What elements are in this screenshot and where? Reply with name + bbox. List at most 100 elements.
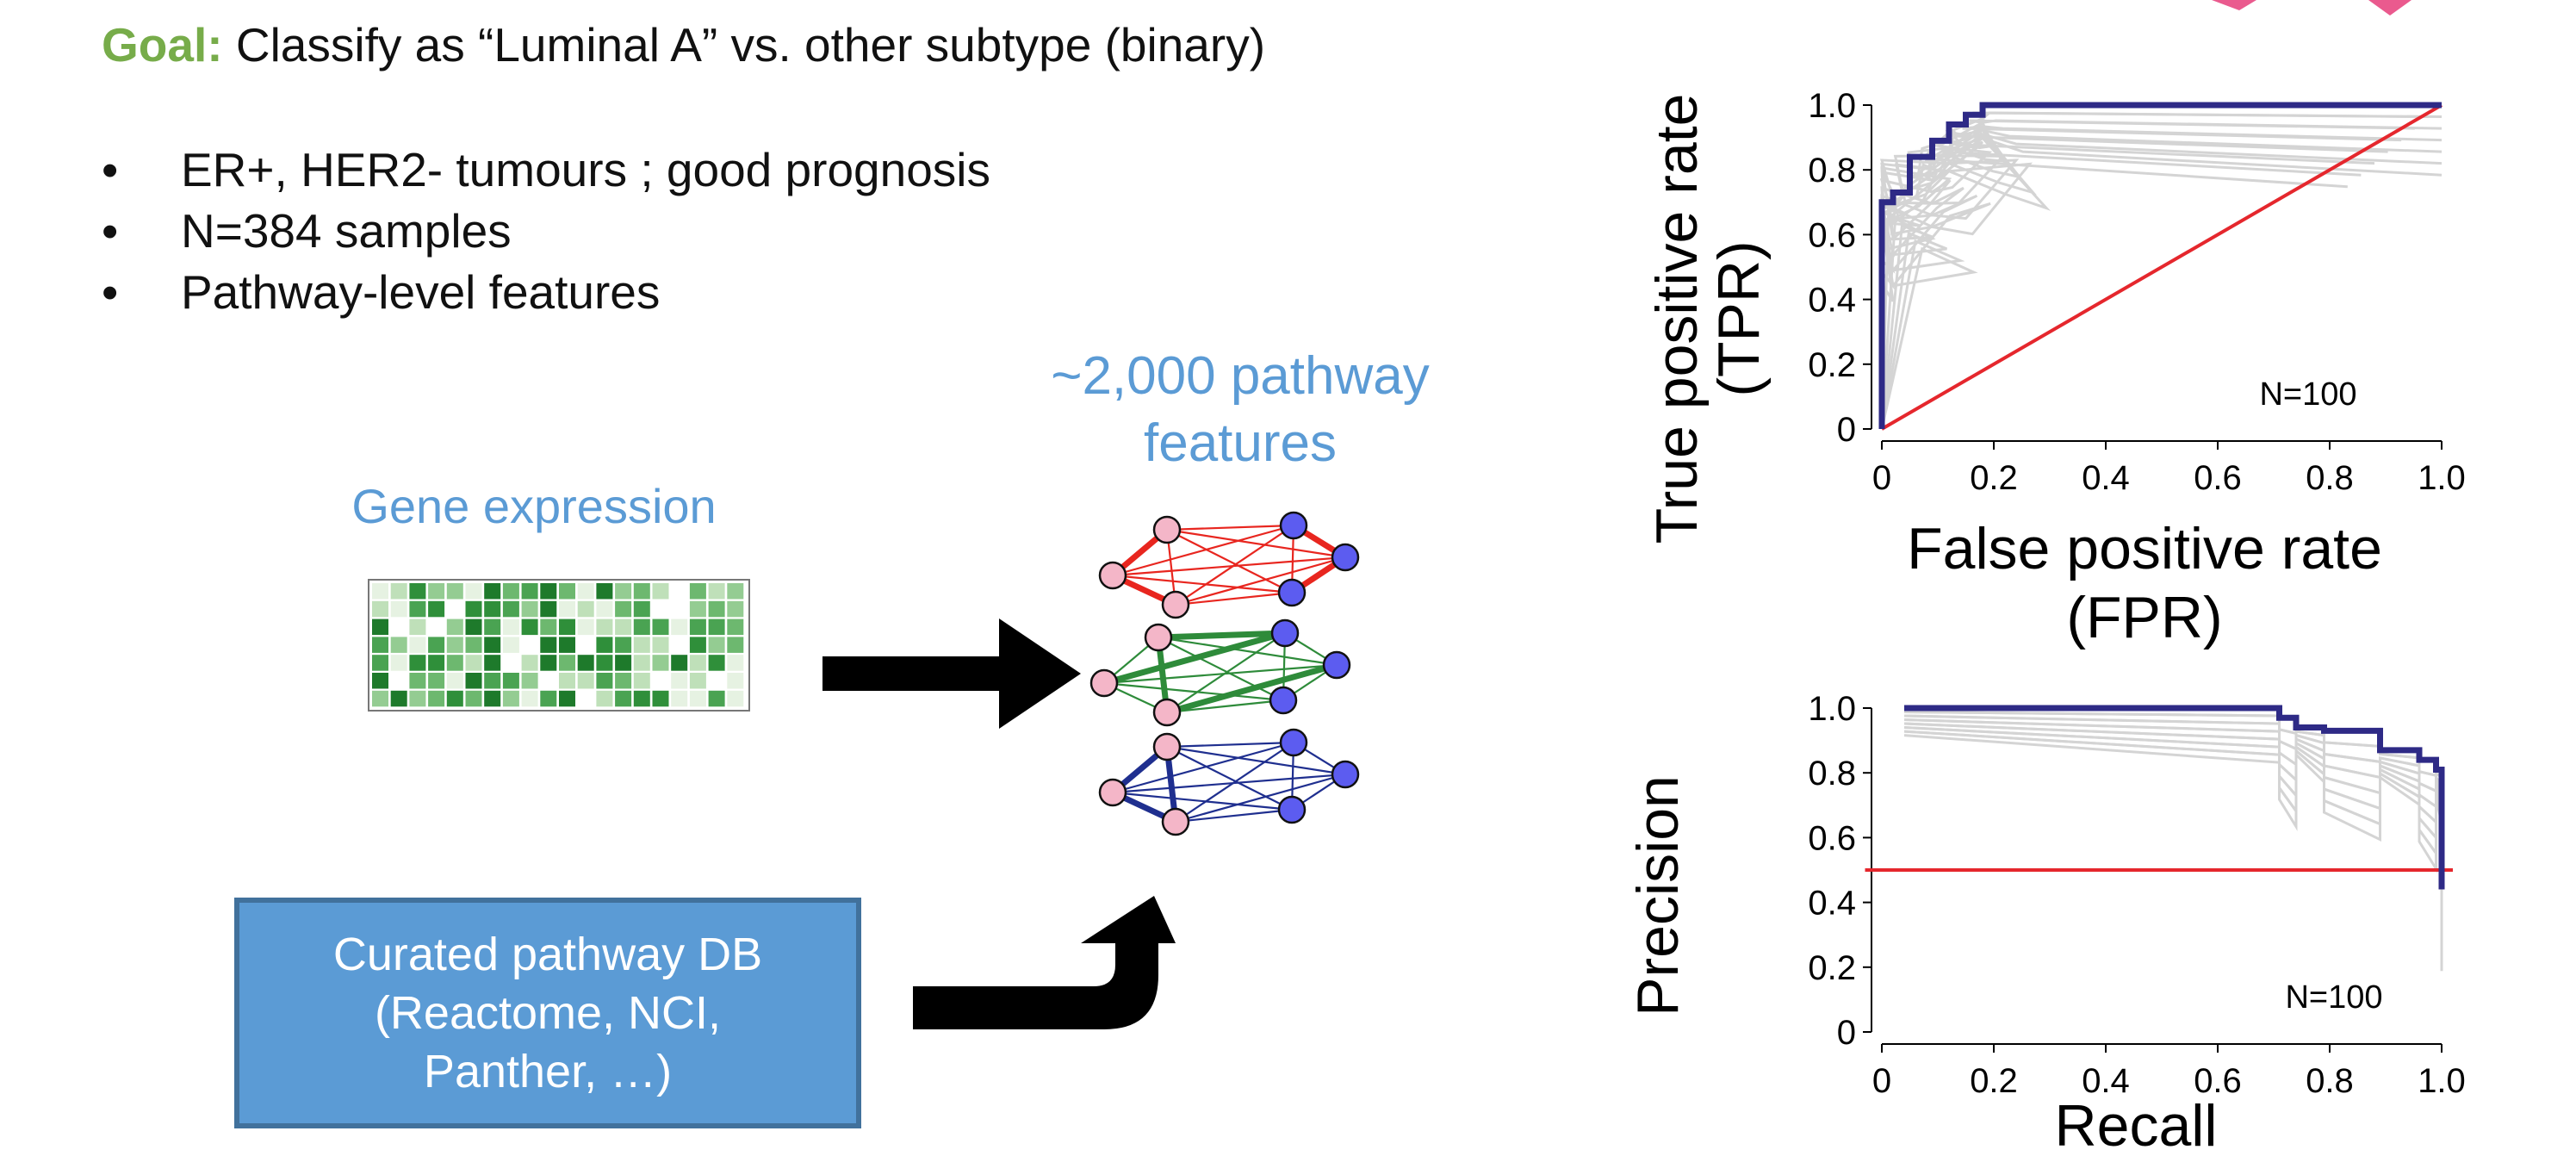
heatmap-cell	[596, 673, 613, 689]
network-edge	[1166, 632, 1286, 713]
heatmap-cell	[671, 637, 688, 653]
heatmap-cell	[689, 637, 706, 653]
heatmap-cell	[596, 583, 613, 600]
bootstrap-curve	[1903, 718, 2443, 925]
heatmap-cell	[502, 673, 519, 689]
bootstrap-curve	[1903, 730, 2443, 960]
y-tick-label: 0.8	[1808, 755, 1856, 792]
heatmap-cell	[502, 618, 519, 636]
heatmap-cell	[577, 618, 594, 636]
heatmap-cell	[446, 618, 463, 636]
x-tick-label: 0.8	[2306, 459, 2354, 497]
heatmap-cell	[409, 637, 426, 653]
bullet-marker: •	[102, 265, 119, 319]
heatmap-cell	[502, 637, 519, 653]
network-edge	[1158, 630, 1286, 641]
x-tick-label: 0.6	[2194, 459, 2242, 497]
y-tick-label: 0.2	[1808, 949, 1856, 987]
heatmap-cell	[633, 637, 650, 653]
bootstrap-curve	[1880, 119, 2415, 429]
y-tick-label: 1.0	[1808, 87, 1856, 125]
heatmap-cell	[615, 618, 632, 636]
heatmap-cell	[521, 655, 538, 671]
blue-node	[1331, 760, 1360, 789]
pink-node	[1161, 590, 1190, 619]
heatmap-cell	[540, 673, 557, 689]
baseline-line	[1880, 103, 2443, 431]
heatmap-cell	[615, 637, 632, 653]
heatmap-cell	[484, 655, 501, 671]
heatmap-cell	[596, 600, 613, 618]
heatmap-cell	[390, 583, 407, 600]
blue-node	[1269, 686, 1298, 715]
heatmap-cell	[484, 637, 501, 653]
heatmap-cell	[446, 673, 463, 689]
y-tick-label: 0	[1837, 1014, 1856, 1052]
bullet-item: • N=384 samples	[102, 201, 990, 262]
heatmap-cell	[428, 618, 445, 636]
goal-statement: Goal: Classify as “Luminal A” vs. other …	[102, 17, 1265, 72]
heatmap-cell	[615, 690, 632, 707]
heatmap-cell	[559, 690, 575, 707]
heatmap-cell	[428, 690, 445, 707]
network-edge	[1112, 556, 1346, 577]
x-tick-label: 0.8	[2306, 1062, 2354, 1100]
heatmap-cell	[652, 600, 669, 618]
network-edge	[1166, 524, 1294, 531]
pink-node	[1152, 515, 1182, 544]
network-edge	[1112, 574, 1293, 594]
heatmap-cell	[484, 583, 501, 600]
heatmap-cell	[521, 690, 538, 707]
heatmap-cell	[596, 637, 613, 653]
heatmap-cell	[727, 655, 744, 671]
network-edge	[1175, 742, 1294, 823]
heatmap-cell	[521, 673, 538, 689]
heatmap-cell	[390, 637, 407, 653]
heatmap-cell	[428, 673, 445, 689]
heatmap-cell	[409, 618, 426, 636]
heatmap-cell	[540, 637, 557, 653]
network-edge	[1166, 746, 1293, 811]
bootstrap-curve	[1903, 734, 2443, 972]
heatmap-cell	[671, 600, 688, 618]
goal-label: Goal:	[102, 18, 223, 71]
heatmap-cell	[727, 637, 744, 653]
heatmap-cell	[390, 600, 407, 618]
heatmap-cell	[409, 655, 426, 671]
heatmap-cell	[465, 637, 482, 653]
blue-node	[1279, 511, 1308, 540]
heatmap-cell	[446, 655, 463, 671]
heatmap-cell	[521, 600, 538, 618]
bullet-text: ER+, HER2- tumours ; good prognosis	[181, 143, 991, 196]
blue-node	[1331, 543, 1360, 572]
heatmap-cell	[615, 673, 632, 689]
heatmap-cell	[652, 583, 669, 600]
pathway-features-line1: ~2,000 pathway	[1051, 346, 1430, 406]
heatmap-cell	[689, 600, 706, 618]
heatmap-cell	[633, 673, 650, 689]
heatmap-cell	[484, 600, 501, 618]
heatmap-cell	[484, 673, 501, 689]
heatmap-cell	[727, 690, 744, 707]
heatmap-cell	[708, 637, 725, 653]
heatmap-cell	[372, 673, 388, 689]
network-edge	[1103, 663, 1338, 685]
heatmap-cell	[633, 583, 650, 600]
pathway-features-line2: features	[1143, 413, 1338, 473]
x-tick-label: 1.0	[2418, 1062, 2466, 1100]
blue-node	[1322, 650, 1351, 680]
heatmap-cell	[596, 655, 613, 671]
pathway-networks	[1089, 511, 1360, 836]
bullet-item: • ER+, HER2- tumours ; good prognosis	[102, 140, 990, 201]
pathway-features-title: ~2,000 pathway features	[1016, 343, 1464, 477]
bootstrap-curve	[1903, 730, 2443, 960]
heatmap-cell	[615, 600, 632, 618]
heatmap-cell	[372, 690, 388, 707]
heatmap-cell	[652, 690, 669, 707]
heatmap-cell	[633, 690, 650, 707]
heatmap-cell	[484, 690, 501, 707]
heatmap-cell	[446, 600, 463, 618]
heatmap-cell	[652, 673, 669, 689]
heatmap-cell	[615, 583, 632, 600]
bent-arrow-icon	[913, 896, 1176, 1029]
